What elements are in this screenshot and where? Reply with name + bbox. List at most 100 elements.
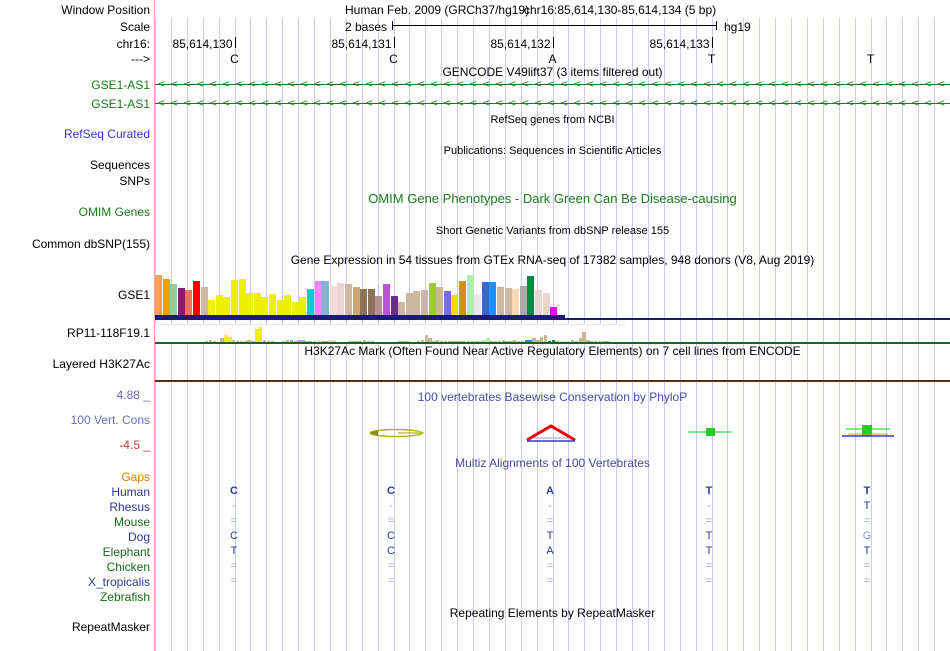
h3k27ac-bar[interactable] [420, 340, 425, 343]
gtex-bar[interactable] [421, 290, 428, 315]
gtex-bar[interactable] [474, 294, 482, 315]
gtex-bar[interactable] [367, 289, 375, 315]
gtex-bar[interactable] [231, 280, 238, 315]
dbsnp-label[interactable]: Common dbSNP(155) [31, 237, 150, 251]
gaps-label[interactable]: Gaps [121, 470, 150, 484]
h3k27ac-bar[interactable] [540, 337, 544, 343]
h3k27ac-bar[interactable] [536, 340, 540, 343]
gencode-transcript-row-0[interactable]: < < < < < < < < < < < < < < < < < < < < < < < < < < < < < < < < < < < < < < < <… [155, 80, 950, 90]
gencode-row-1-label[interactable]: GSE1-AS1 [91, 97, 150, 111]
gtex-bar[interactable] [466, 275, 474, 315]
gtex-bar[interactable] [360, 289, 368, 315]
gtex-bar[interactable] [314, 281, 322, 315]
gtex-bar[interactable] [527, 276, 535, 315]
gtex-bar[interactable] [337, 283, 345, 315]
gtex-bar[interactable] [193, 281, 200, 315]
h3k27ac-bar[interactable] [528, 340, 532, 343]
gtex-bar[interactable] [238, 279, 246, 315]
sequences-label[interactable]: Sequences [89, 158, 150, 172]
h3k27ac-bar[interactable] [551, 340, 555, 343]
gtex-bar-chart[interactable] [155, 268, 950, 318]
gtex-bar[interactable] [253, 293, 261, 315]
gtex-bar[interactable] [459, 281, 466, 315]
h3k27ac-bar[interactable] [524, 340, 529, 343]
h3k27ac-bar[interactable] [262, 340, 267, 343]
h3k27ac-bar[interactable] [258, 327, 263, 343]
gtex-bar[interactable] [208, 300, 216, 315]
gtex-bar[interactable] [398, 302, 406, 315]
h3k27ac-bar[interactable] [301, 340, 305, 343]
species-label-x_tropicalis[interactable]: X_tropicalis [87, 575, 150, 589]
gtex-bar[interactable] [185, 290, 193, 315]
species-label-mouse[interactable]: Mouse [113, 515, 150, 529]
gtex-bar[interactable] [390, 296, 398, 315]
gtex-bar[interactable] [519, 286, 527, 315]
species-label-rhesus[interactable]: Rhesus [109, 500, 150, 514]
h3k27ac-bar[interactable] [513, 340, 517, 343]
gtex-bar[interactable] [200, 287, 208, 315]
h3k27ac-bar[interactable] [285, 340, 290, 343]
gencode-transcript-row-1[interactable]: < < < < < < < < < < < < < < < < < < < < < < < < < < < < < < < < < < < < < < < <… [155, 99, 950, 109]
h3k27ac-bar[interactable] [578, 338, 582, 343]
gtex-bar[interactable] [269, 294, 276, 315]
species-label-elephant[interactable]: Elephant [102, 545, 150, 559]
gtex-bar[interactable] [261, 297, 269, 315]
gtex-bar[interactable] [451, 295, 459, 315]
gtex-bar[interactable] [223, 297, 231, 315]
gtex-bar[interactable] [383, 284, 390, 315]
gtex-bar[interactable] [155, 275, 162, 315]
gtex-bar[interactable] [481, 282, 489, 315]
h3k27ac-bar[interactable] [486, 338, 490, 343]
h3k27ac-bar[interactable] [228, 337, 232, 343]
gtex-bar[interactable] [535, 290, 542, 315]
gtex-bar[interactable] [512, 289, 520, 315]
h3k27ac-bar[interactable] [208, 340, 213, 343]
h3k27ac-bar[interactable] [436, 340, 440, 343]
conservation-glyph-1[interactable] [368, 425, 424, 441]
h3k27ac-bar[interactable] [255, 329, 259, 343]
gtex-bar[interactable] [162, 279, 170, 315]
gtex-bar[interactable] [345, 284, 352, 315]
gtex-bar[interactable] [215, 295, 223, 315]
h3k27ac-bar[interactable] [247, 340, 251, 343]
conservation-glyph-2[interactable] [525, 422, 577, 444]
gtex-bar[interactable] [489, 282, 497, 315]
h3k27ac-bar[interactable] [362, 340, 367, 343]
h3k27ac-bar[interactable] [220, 338, 224, 343]
gtex-bar[interactable] [497, 287, 504, 315]
gtex-bar[interactable] [443, 291, 451, 315]
h3k27ac-bar[interactable] [224, 335, 228, 343]
repeatmasker-label[interactable]: RepeatMasker [71, 620, 150, 634]
gtex-bar[interactable] [299, 297, 307, 315]
gtex-bar[interactable] [542, 293, 550, 315]
h3k27ac-bar[interactable] [543, 335, 548, 343]
h3k27ac-bar[interactable] [501, 340, 505, 343]
h3k27ac-bar[interactable] [532, 338, 536, 343]
refseq-label[interactable]: RefSeq Curated [63, 127, 150, 141]
gtex-bar[interactable] [436, 287, 444, 315]
gtex-bar[interactable] [504, 288, 512, 315]
gtex-bar[interactable] [246, 293, 254, 315]
gtex-bar[interactable] [352, 287, 360, 315]
phylop-label[interactable]: 100 Vert. Cons [70, 413, 150, 427]
h3k27ac-bar[interactable] [482, 340, 486, 343]
h3k27ac-bar[interactable] [297, 340, 301, 343]
gtex-bar[interactable] [276, 300, 284, 315]
omim-label[interactable]: OMIM Genes [78, 205, 150, 219]
h3k27ac-bar[interactable] [328, 340, 332, 343]
gtex-bar[interactable] [413, 291, 421, 315]
h3k27ac-bar[interactable] [428, 338, 432, 343]
h3k27ac-signal-chart[interactable] [155, 324, 625, 343]
gtex-bar[interactable] [329, 286, 337, 315]
gtex-bar[interactable] [307, 289, 314, 315]
gtex-bar[interactable] [405, 293, 413, 315]
gencode-row-0-label[interactable]: GSE1-AS1 [91, 78, 150, 92]
rp11-label[interactable]: RP11-118F19.1 [67, 326, 150, 340]
h3k27ac-bar[interactable] [582, 332, 586, 343]
species-label-dog[interactable]: Dog [127, 530, 150, 544]
conservation-glyph-3[interactable] [688, 426, 732, 438]
gtex-bar[interactable] [284, 295, 292, 315]
gtex-label[interactable]: GSE1 [117, 288, 150, 302]
species-label-human[interactable]: Human [111, 485, 150, 499]
species-label-zebrafish[interactable]: Zebrafish [99, 590, 150, 604]
